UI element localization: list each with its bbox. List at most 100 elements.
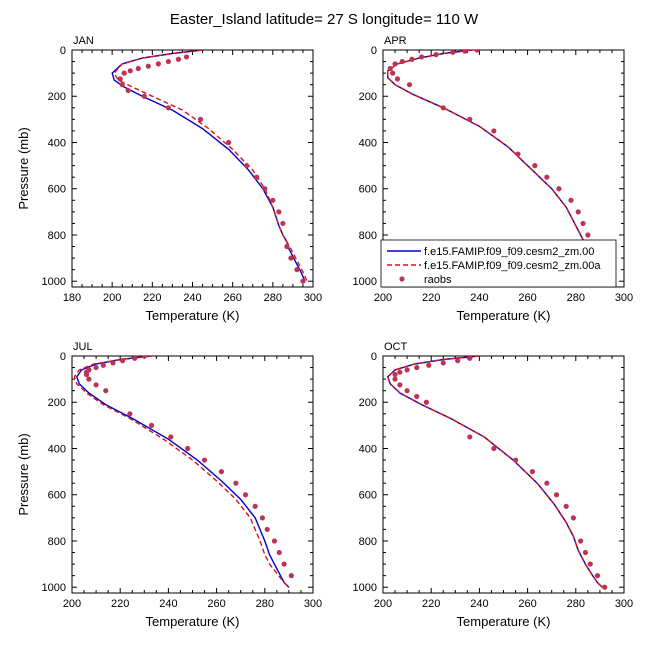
x-tick-label: 260 xyxy=(207,598,225,610)
x-tick-label: 300 xyxy=(304,598,322,610)
raobs-point xyxy=(585,232,591,238)
y-tick-label: 200 xyxy=(359,397,377,409)
x-tick-label: 300 xyxy=(304,292,322,304)
raobs-point xyxy=(418,54,425,60)
raobs-point xyxy=(455,358,461,364)
y-tick-label: 800 xyxy=(48,536,66,548)
raobs-point xyxy=(602,584,608,590)
series-line-model-00a xyxy=(113,50,308,282)
y-tick-label: 1000 xyxy=(42,276,66,288)
x-tick-label: 280 xyxy=(264,292,282,304)
raobs-point xyxy=(242,492,249,498)
y-tick-label: 600 xyxy=(359,490,377,502)
x-tick-label: 240 xyxy=(470,598,488,610)
raobs-point xyxy=(294,267,300,273)
x-tick-label: 200 xyxy=(374,292,392,304)
raobs-point xyxy=(570,515,576,521)
raobs-point xyxy=(175,56,182,62)
x-tick-label: 260 xyxy=(518,598,536,610)
raobs-point xyxy=(201,457,208,463)
y-tick-label: 1000 xyxy=(353,582,377,594)
x-tick-label: 240 xyxy=(159,598,177,610)
raobs-point xyxy=(127,68,133,74)
raobs-point xyxy=(529,469,536,475)
raobs-point xyxy=(582,549,589,556)
raobs-point xyxy=(155,61,161,67)
x-axis-label: Temperature (K) xyxy=(457,308,551,323)
raobs-point xyxy=(433,52,439,58)
raobs-point xyxy=(406,82,413,88)
raobs-point xyxy=(440,105,446,111)
raobs-point xyxy=(587,561,593,567)
raobs-point xyxy=(83,371,90,378)
plot-frame xyxy=(71,49,314,288)
raobs-point xyxy=(262,186,268,192)
raobs-point xyxy=(392,376,398,382)
series-line-model-00a xyxy=(386,356,603,588)
raobs-point xyxy=(281,561,287,567)
x-tick-label: 240 xyxy=(183,292,201,304)
raobs-point xyxy=(440,360,446,366)
raobs-point xyxy=(426,362,432,368)
plot-area xyxy=(73,356,294,588)
raobs-point xyxy=(397,382,403,388)
panel-apr: 200 220 240 260 280 300 0 200 400 600 800 1000 APR Te… xyxy=(353,35,634,323)
x-tick-label: 280 xyxy=(567,598,585,610)
raobs-point xyxy=(392,61,398,67)
raobs-point xyxy=(404,367,410,373)
y-tick-label: 400 xyxy=(48,443,66,455)
raobs-point xyxy=(110,360,116,366)
x-tick-label: 280 xyxy=(256,598,274,610)
y-tick-label: 0 xyxy=(60,45,66,57)
y-tick-label: 800 xyxy=(359,536,377,548)
raobs-point xyxy=(103,388,109,394)
raobs-point xyxy=(148,422,155,428)
raobs-point xyxy=(553,492,560,498)
x-tick-label: 220 xyxy=(422,598,440,610)
y-tick-label: 400 xyxy=(359,443,377,455)
raobs-point xyxy=(183,54,190,60)
series-line-model-00a xyxy=(73,356,290,588)
x-axis-label: Temperature (K) xyxy=(146,308,240,323)
raobs-point xyxy=(165,58,171,65)
y-tick-label: 400 xyxy=(359,137,377,149)
raobs-point xyxy=(594,573,601,579)
legend-label: f.e15.FAMIP.f09_f09.cesm2_zm.00 xyxy=(424,246,594,258)
y-tick-label: 200 xyxy=(359,91,377,103)
raobs-point xyxy=(127,411,133,417)
y-axis-label: Pressure (mb) xyxy=(16,433,31,515)
y-tick-label: 600 xyxy=(359,184,377,196)
raobs-point xyxy=(414,393,420,400)
raobs-point xyxy=(276,549,282,556)
y-tick-label: 200 xyxy=(48,91,66,103)
raobs-point xyxy=(491,128,497,134)
x-tick-label: 220 xyxy=(111,598,129,610)
x-tick-label: 260 xyxy=(223,292,241,304)
raobs-point xyxy=(474,50,480,53)
raobs-point xyxy=(119,82,125,88)
raobs-point xyxy=(276,209,282,215)
y-tick-label: 0 xyxy=(371,351,377,363)
y-tick-label: 400 xyxy=(48,137,66,149)
raobs-point xyxy=(390,70,396,76)
raobs-point xyxy=(197,116,204,122)
raobs-point xyxy=(556,186,562,192)
raobs-point xyxy=(121,70,127,76)
raobs-point xyxy=(259,515,265,521)
x-tick-label: 180 xyxy=(63,292,81,304)
raobs-point xyxy=(165,105,171,111)
y-tick-label: 1000 xyxy=(353,276,377,288)
y-tick-label: 600 xyxy=(48,490,66,502)
x-tick-label: 200 xyxy=(103,292,121,304)
raobs-point xyxy=(141,356,147,359)
legend: f.e15.FAMIP.f09_f09.cesm2_zm.00 f.e15.FAM… xyxy=(380,239,617,288)
raobs-point xyxy=(218,469,225,475)
raobs-point xyxy=(185,445,191,452)
panel-oct: 200 220 240 260 280 300 0 200 400 600 800 1000 OCT Te… xyxy=(353,341,634,629)
x-axis-label: Temperature (K) xyxy=(146,614,240,629)
x-tick-label: 300 xyxy=(615,292,633,304)
raobs-point xyxy=(135,65,141,72)
plot-frame xyxy=(382,355,625,594)
raobs-point xyxy=(515,151,521,157)
